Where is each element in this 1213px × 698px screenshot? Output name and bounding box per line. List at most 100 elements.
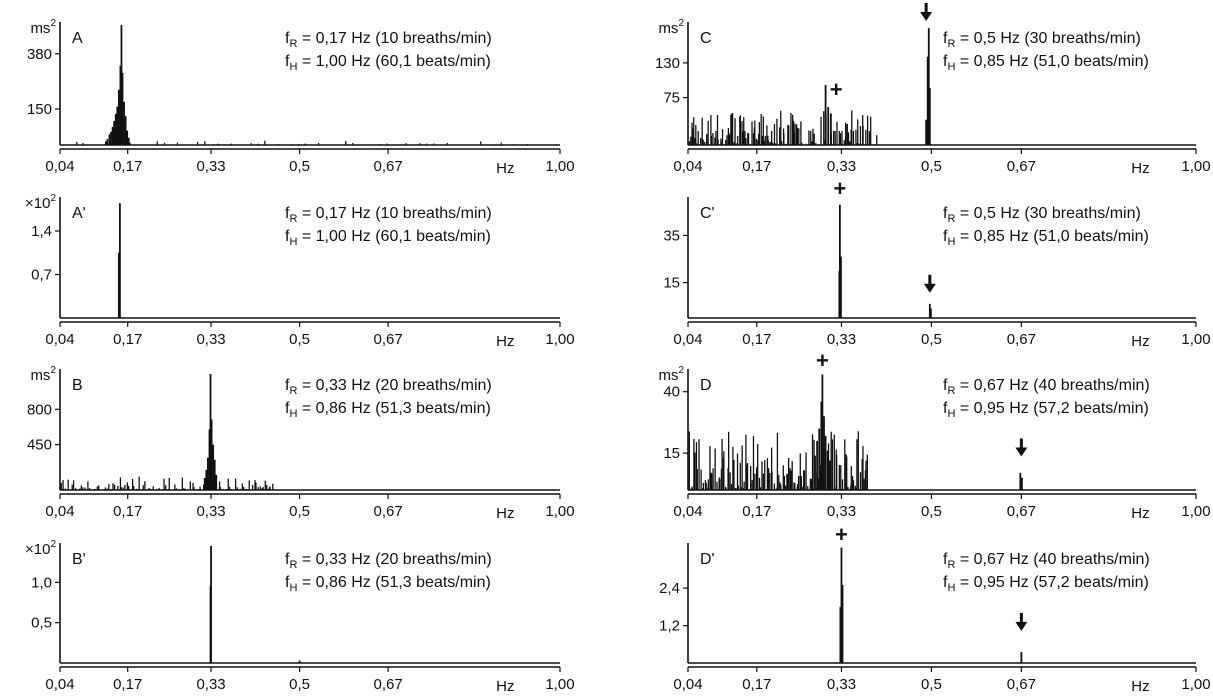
- frequency-annotation: fR = 0,33 Hz (20 breaths/min): [285, 377, 492, 397]
- x-tick-label: 0,04: [673, 676, 702, 693]
- y-unit-label: ms2: [30, 18, 56, 37]
- y-tick-label: 1,0: [31, 574, 52, 591]
- y-tick-label: 15: [663, 275, 680, 292]
- y-unit-label: ms2: [658, 365, 684, 384]
- y-tick-label: 2,4: [659, 580, 680, 597]
- x-tick-label: 0,67: [374, 158, 403, 175]
- x-tick-label: 0,17: [742, 158, 771, 175]
- x-tick-label: 1,00: [1181, 676, 1210, 693]
- x-tick-label: 0,5: [289, 503, 310, 520]
- x-tick-label: 0,33: [827, 503, 856, 520]
- arrow-marker: [923, 274, 936, 293]
- y-tick-label: 800: [27, 401, 52, 418]
- x-unit-label: Hz: [1131, 505, 1149, 522]
- frequency-annotation: fR = 0,5 Hz (30 breaths/min): [943, 30, 1141, 50]
- x-unit-label: Hz: [496, 678, 514, 695]
- x-tick-label: 0,04: [45, 676, 74, 693]
- panel-label: A: [72, 30, 83, 47]
- x-tick-label: 0,33: [827, 676, 856, 693]
- frequency-annotation: fR = 0,17 Hz (10 breaths/min): [285, 30, 492, 50]
- x-tick-label: 0,04: [45, 503, 74, 520]
- x-tick-label: 1,00: [545, 158, 574, 175]
- frequency-annotation: fH = 0,86 Hz (51,3 beats/min): [285, 400, 491, 420]
- y-tick-label: 0,7: [31, 267, 52, 284]
- y-tick-label: 35: [663, 227, 680, 244]
- panel-label: D': [700, 551, 715, 568]
- frequency-annotation: fH = 0,85 Hz (51,0 beats/min): [943, 228, 1149, 248]
- arrow-head: [920, 12, 933, 21]
- x-unit-label: Hz: [496, 333, 514, 350]
- panel-3: 0,04 0,17 0,33 0,5 0,67 1,00 Hz 800 450 ms2 B fR = …: [27, 365, 575, 522]
- x-tick-label: 0,5: [921, 158, 942, 175]
- panel-label: C': [700, 205, 715, 222]
- x-tick-label: 0,5: [289, 331, 310, 348]
- panel-8: 0,04 0,17 0,33 0,5 0,67 1,00 Hz 2,4 1,2 D' fR = 0,…: [659, 522, 1210, 695]
- y-unit-label: ms2: [658, 18, 684, 37]
- y-unit-label: ms2: [30, 365, 56, 384]
- x-tick-label: 0,17: [113, 158, 142, 175]
- panel-label: C: [700, 30, 712, 47]
- arrow-marker: [1015, 438, 1028, 457]
- frequency-annotation: fR = 0,67 Hz (40 breaths/min): [943, 377, 1150, 397]
- panel-6: 0,04 0,17 0,33 0,5 0,67 1,00 Hz 35 15 C' fR = 0,5 …: [663, 176, 1210, 350]
- x-tick-label: 0,33: [196, 331, 225, 348]
- x-tick-label: 1,00: [545, 503, 574, 520]
- arrow-head: [1015, 447, 1028, 457]
- x-tick-label: 0,5: [921, 331, 942, 348]
- x-tick-label: 0,17: [113, 331, 142, 348]
- x-tick-label: 0,33: [196, 503, 225, 520]
- y-tick-label: 1,4: [31, 223, 52, 240]
- x-tick-label: 1,00: [1181, 331, 1210, 348]
- x-tick-label: 0,17: [742, 503, 771, 520]
- plus-marker: +: [830, 77, 843, 102]
- arrow-head: [923, 283, 936, 293]
- frequency-annotation: fR = 0,17 Hz (10 breaths/min): [285, 205, 492, 225]
- x-unit-label: Hz: [1131, 333, 1149, 350]
- x-tick-label: 0,33: [196, 676, 225, 693]
- frequency-annotation: fH = 0,85 Hz (51,0 beats/min): [943, 53, 1149, 73]
- plus-marker: +: [835, 522, 848, 547]
- arrow-marker: [920, 3, 933, 21]
- x-tick-label: 1,00: [545, 331, 574, 348]
- x-tick-label: 0,67: [374, 676, 403, 693]
- frequency-annotation: fH = 0,95 Hz (57,2 beats/min): [943, 574, 1149, 594]
- x-tick-label: 1,00: [1181, 503, 1210, 520]
- plus-marker: +: [833, 176, 846, 201]
- x-tick-label: 0,33: [196, 158, 225, 175]
- y-tick-label: 450: [27, 437, 52, 454]
- x-unit-label: Hz: [1131, 160, 1149, 177]
- panel-label: A': [72, 205, 86, 222]
- x-tick-label: 0,5: [921, 676, 942, 693]
- panel-1: 0,04 0,17 0,33 0,5 0,67 1,00 Hz 380 150 ms2 A fR = …: [27, 18, 575, 177]
- x-tick-label: 0,33: [827, 158, 856, 175]
- x-tick-label: 0,5: [289, 676, 310, 693]
- x-unit-label: Hz: [496, 160, 514, 177]
- y-tick-label: 0,5: [31, 615, 52, 632]
- panel-2: 0,04 0,17 0,33 0,5 0,67 1,00 Hz 1,4 0,7 ×102 A' fR …: [25, 193, 575, 350]
- x-unit-label: Hz: [1131, 678, 1149, 695]
- x-unit-label: Hz: [496, 505, 514, 522]
- arrow-marker: [1015, 612, 1028, 631]
- plus-marker: +: [816, 348, 829, 373]
- y-tick-label: 380: [27, 46, 52, 63]
- y-tick-label: 75: [663, 90, 680, 107]
- x-tick-label: 0,33: [827, 331, 856, 348]
- panel-label: B': [72, 551, 86, 568]
- x-tick-label: 0,67: [1007, 331, 1036, 348]
- x-tick-label: 0,17: [742, 331, 771, 348]
- x-tick-label: 0,17: [742, 676, 771, 693]
- arrow-head: [1015, 621, 1028, 631]
- y-tick-label: 40: [663, 384, 680, 401]
- panel-label: D: [700, 377, 712, 394]
- x-tick-label: 0,04: [673, 158, 702, 175]
- frequency-annotation: fH = 0,86 Hz (51,3 beats/min): [285, 574, 491, 594]
- x-tick-label: 0,04: [673, 503, 702, 520]
- x-tick-label: 0,67: [1007, 676, 1036, 693]
- x-tick-label: 0,04: [673, 331, 702, 348]
- x-tick-label: 1,00: [545, 676, 574, 693]
- x-tick-label: 0,67: [374, 331, 403, 348]
- panel-label: B: [72, 377, 83, 394]
- frequency-annotation: fH = 0,95 Hz (57,2 beats/min): [943, 400, 1149, 420]
- x-tick-label: 0,67: [1007, 158, 1036, 175]
